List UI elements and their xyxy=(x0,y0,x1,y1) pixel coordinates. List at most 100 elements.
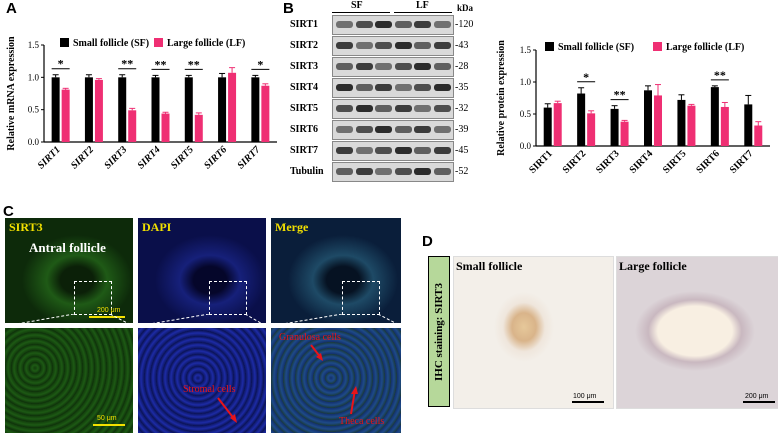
legend-swatch-lf xyxy=(154,38,163,47)
wb-band xyxy=(433,21,451,28)
bar-sf-sirt1 xyxy=(543,107,552,146)
wb-band xyxy=(394,21,412,28)
wb-band xyxy=(355,21,373,28)
y-tick-label: 0.5 xyxy=(520,109,532,119)
wb-blot-strip xyxy=(332,99,454,119)
if-scale-top: 200 μm xyxy=(97,307,121,314)
ihc-title-large: Large follicle xyxy=(619,259,687,273)
if-scale-bottom: 50 μm xyxy=(97,415,117,422)
wb-band xyxy=(414,21,431,28)
wb-protein-label: SIRT4 xyxy=(290,82,318,93)
wb-band xyxy=(355,105,373,112)
panel-label-b: B xyxy=(283,0,294,17)
x-tick-label: SIRT1 xyxy=(36,144,63,171)
bar-sf-sirt6 xyxy=(218,77,227,142)
wb-band xyxy=(375,63,392,70)
wb-band xyxy=(414,147,431,154)
x-tick-label: SIRT3 xyxy=(102,144,129,171)
significance-mark: ** xyxy=(614,88,626,102)
bar-sf-sirt3 xyxy=(118,77,127,142)
wb-size-label: -28 xyxy=(455,61,469,72)
bar-sf-sirt5 xyxy=(677,99,686,146)
y-tick-label: 1.5 xyxy=(28,40,40,50)
bar-lf-sirt7 xyxy=(261,85,270,142)
wb-blot-strip xyxy=(332,141,454,161)
y-tick-label: 1.5 xyxy=(520,45,532,55)
wb-band xyxy=(355,168,373,175)
panel-label-d: D xyxy=(422,233,433,250)
bar-sf-sirt5 xyxy=(184,77,193,142)
wb-protein-label: SIRT1 xyxy=(290,19,318,30)
wb-band xyxy=(355,63,373,70)
x-tick-label: SIRT5 xyxy=(661,148,689,176)
wb-band xyxy=(375,168,392,175)
if-sirt3-top: SIRT3 Antral follicle 200 μm xyxy=(5,218,133,323)
bar-lf-sirt2 xyxy=(94,79,103,142)
wb-band xyxy=(394,84,412,91)
y-tick-label: 1.0 xyxy=(28,72,40,82)
y-tick-label: 0.5 xyxy=(28,105,40,115)
wb-size-label: -39 xyxy=(455,124,469,135)
wb-protein-label: SIRT2 xyxy=(290,40,318,51)
antral-follicle-label: Antral follicle xyxy=(29,240,106,255)
wb-band xyxy=(375,21,392,28)
legend-label-sf: Small follicle (SF) xyxy=(558,42,634,53)
bar-lf-sirt5 xyxy=(687,105,696,146)
wb-band xyxy=(433,147,451,154)
bar-lf-sirt1 xyxy=(61,89,70,142)
bar-sf-sirt2 xyxy=(577,93,586,146)
x-tick-label: SIRT4 xyxy=(628,148,656,176)
significance-mark: ** xyxy=(714,68,726,82)
y-tick-label: 1.0 xyxy=(520,77,532,87)
wb-band xyxy=(433,63,451,70)
wb-band xyxy=(414,84,431,91)
wb-band xyxy=(433,105,451,112)
ihc-scale-large: 200 μm xyxy=(745,393,769,400)
x-tick-label: SIRT5 xyxy=(169,144,196,171)
legend-label-lf: Large follicle (LF) xyxy=(666,42,744,53)
if-title-dapi: DAPI xyxy=(142,220,172,234)
x-tick-label: SIRT6 xyxy=(202,144,229,171)
x-tick-label: SIRT6 xyxy=(694,148,722,176)
bar-lf-sirt4 xyxy=(161,113,170,142)
bar-lf-sirt5 xyxy=(194,114,203,142)
wb-band xyxy=(375,42,392,49)
wb-band xyxy=(336,105,353,112)
bar-sf-sirt7 xyxy=(744,104,753,146)
bar-lf-sirt3 xyxy=(128,110,137,142)
wb-band xyxy=(394,168,412,175)
wb-size-label: -35 xyxy=(455,82,469,93)
bar-sf-sirt4 xyxy=(644,90,652,146)
x-tick-label: SIRT4 xyxy=(136,144,163,171)
wb-protein-label: Tubulin xyxy=(290,166,324,177)
wb-band xyxy=(336,84,353,91)
wb-band xyxy=(355,147,373,154)
wb-band xyxy=(433,168,451,175)
wb-size-label: -52 xyxy=(455,166,469,177)
wb-blot-strip xyxy=(332,15,454,35)
bar-sf-sirt1 xyxy=(51,77,60,142)
granulosa-cells-label: Granulosa cells xyxy=(279,332,341,343)
bar-sf-sirt2 xyxy=(84,77,93,142)
bar-lf-sirt4 xyxy=(654,95,662,146)
x-tick-label: SIRT7 xyxy=(728,148,756,176)
significance-mark: ** xyxy=(155,57,167,71)
x-tick-label: SIRT3 xyxy=(594,148,622,176)
ihc-panel: IHC staining: SIRT3 Small follicle 100 μ… xyxy=(428,256,778,435)
bar-lf-sirt7 xyxy=(754,125,763,146)
wb-protein-label: SIRT5 xyxy=(290,103,318,114)
stromal-cells-label: Stromal cells xyxy=(183,384,236,395)
wb-blot-strip xyxy=(332,120,454,140)
wb-band xyxy=(414,126,431,133)
zoom-lines xyxy=(5,314,402,326)
if-sirt3-bottom: 50 μm xyxy=(5,328,133,433)
wb-band xyxy=(375,126,392,133)
wb-band xyxy=(433,42,451,49)
x-tick-label: SIRT1 xyxy=(527,148,555,176)
if-panel: SIRT3 Antral follicle 200 μm DAPI Merge … xyxy=(5,218,407,435)
wb-band xyxy=(336,21,353,28)
legend-swatch-lf xyxy=(653,42,662,51)
panel-label-c: C xyxy=(3,203,14,220)
x-tick-label: SIRT7 xyxy=(235,144,263,172)
x-tick-label: SIRT2 xyxy=(69,144,96,171)
